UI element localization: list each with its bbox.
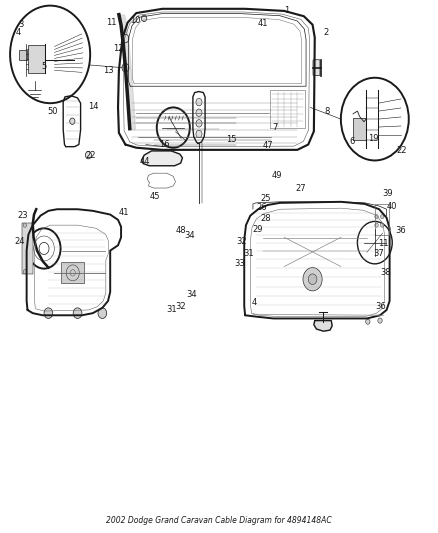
Circle shape	[375, 215, 378, 219]
Polygon shape	[314, 320, 332, 331]
Text: 44: 44	[140, 157, 150, 166]
Text: 3: 3	[19, 20, 24, 29]
Circle shape	[308, 274, 317, 285]
Circle shape	[122, 63, 129, 72]
Circle shape	[381, 223, 384, 227]
Circle shape	[141, 15, 147, 21]
Bar	[61, 262, 84, 284]
Text: 19: 19	[368, 134, 379, 143]
Text: 1: 1	[284, 6, 289, 15]
Text: 41: 41	[119, 208, 129, 217]
Text: 4: 4	[252, 298, 257, 307]
Text: 25: 25	[261, 194, 271, 203]
Text: 34: 34	[184, 231, 195, 240]
Circle shape	[375, 223, 378, 227]
Text: 24: 24	[14, 237, 25, 246]
Text: 10: 10	[130, 16, 141, 25]
Text: 2: 2	[323, 28, 328, 37]
Text: 23: 23	[18, 211, 28, 220]
Text: 12: 12	[113, 44, 123, 53]
Text: 39: 39	[382, 189, 393, 198]
Circle shape	[378, 318, 382, 323]
Text: 33: 33	[234, 259, 245, 268]
Text: 50: 50	[47, 107, 58, 116]
Circle shape	[85, 151, 92, 159]
Text: 22: 22	[396, 147, 407, 156]
Text: 11: 11	[106, 18, 117, 27]
Circle shape	[366, 319, 370, 324]
Text: 13: 13	[102, 66, 113, 75]
Text: 38: 38	[380, 268, 391, 277]
Circle shape	[73, 308, 82, 318]
Text: 41: 41	[257, 19, 268, 28]
Text: 49: 49	[271, 171, 282, 180]
Circle shape	[70, 118, 75, 124]
Text: 15: 15	[226, 135, 237, 144]
Text: 29: 29	[252, 225, 262, 234]
Circle shape	[23, 270, 27, 274]
Bar	[28, 45, 45, 73]
Text: 36: 36	[375, 302, 386, 311]
Circle shape	[44, 308, 53, 318]
Circle shape	[196, 99, 202, 106]
Text: 31: 31	[243, 249, 254, 259]
Text: 8: 8	[324, 107, 330, 116]
Text: 4: 4	[15, 28, 21, 37]
Text: 2002 Dodge Grand Caravan Cable Diagram for 4894148AC: 2002 Dodge Grand Caravan Cable Diagram f…	[106, 516, 332, 525]
Text: 26: 26	[256, 203, 267, 212]
Circle shape	[303, 268, 322, 291]
Text: 32: 32	[237, 237, 247, 246]
Text: 28: 28	[261, 214, 271, 223]
Circle shape	[196, 130, 202, 138]
Text: 47: 47	[262, 141, 273, 150]
Text: 36: 36	[396, 226, 406, 235]
Bar	[22, 223, 33, 274]
Circle shape	[196, 119, 202, 127]
Text: 31: 31	[167, 305, 177, 314]
Circle shape	[381, 215, 384, 219]
Text: 40: 40	[387, 201, 397, 211]
Circle shape	[98, 308, 107, 318]
Text: 34: 34	[187, 289, 198, 298]
Text: 32: 32	[175, 302, 186, 311]
Text: 48: 48	[175, 226, 186, 235]
Circle shape	[196, 109, 202, 116]
Circle shape	[23, 223, 27, 227]
Text: 11: 11	[378, 239, 389, 248]
Circle shape	[122, 34, 129, 43]
Text: 16: 16	[159, 140, 170, 149]
Text: 14: 14	[88, 102, 99, 111]
Text: 7: 7	[272, 123, 277, 132]
Text: 5: 5	[42, 62, 47, 70]
Text: 27: 27	[296, 183, 306, 192]
Text: 22: 22	[85, 151, 95, 160]
Text: 6: 6	[349, 138, 354, 147]
Bar	[353, 118, 366, 140]
Polygon shape	[141, 151, 183, 166]
Text: 37: 37	[374, 249, 385, 259]
Text: 45: 45	[149, 192, 160, 201]
Bar	[19, 50, 27, 60]
FancyBboxPatch shape	[313, 60, 320, 76]
